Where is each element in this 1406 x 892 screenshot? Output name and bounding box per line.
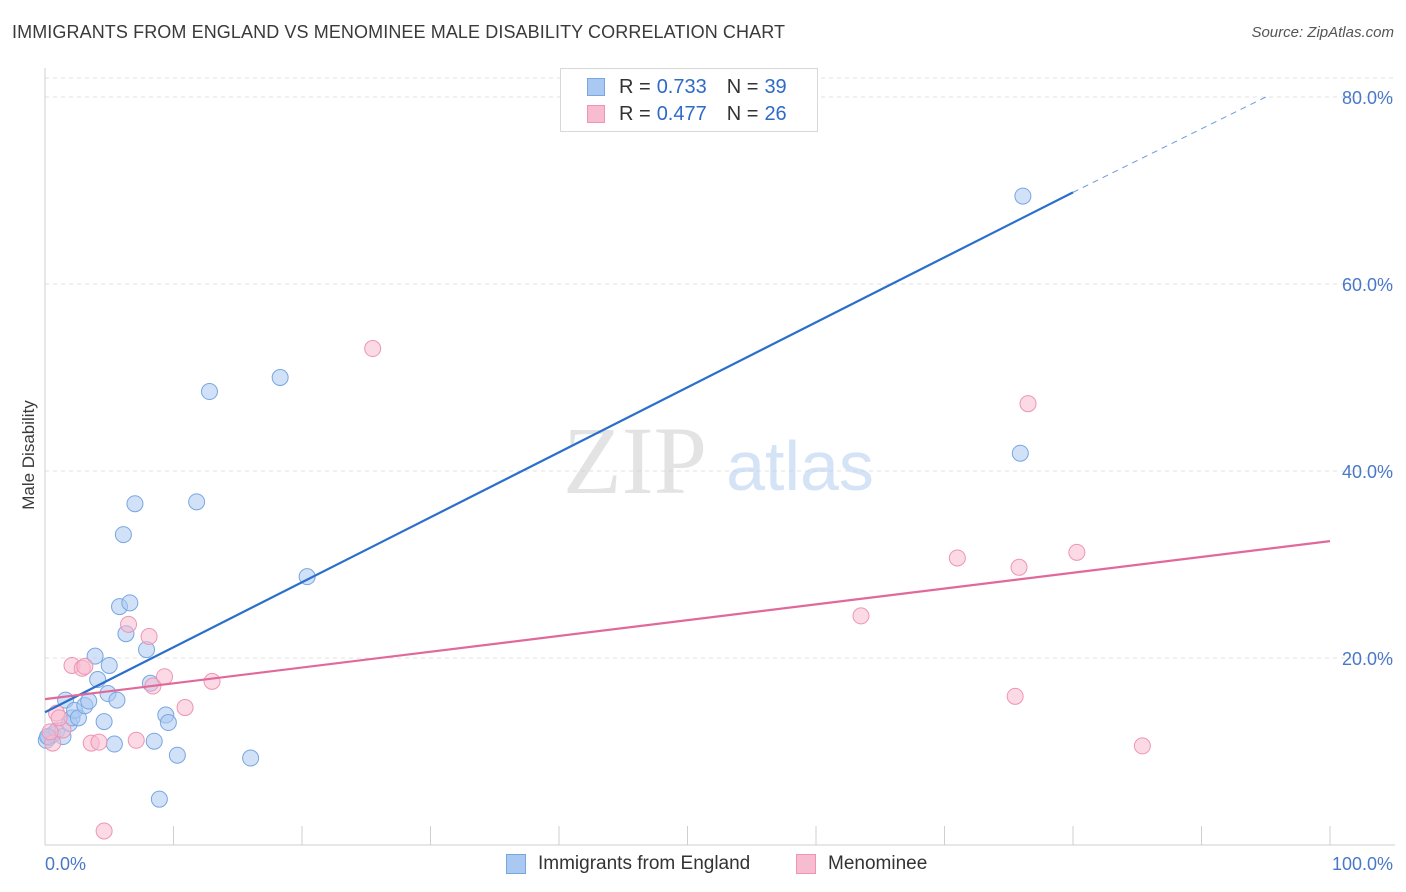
y-tick-label: 20.0% (1342, 649, 1393, 669)
legend-swatch-england (587, 78, 605, 96)
legend-row-menominee: R = 0.477 N = 26 (587, 102, 787, 126)
legend-box: R = 0.733 N = 39 R = 0.477 N = 26 (560, 68, 818, 132)
watermark-atlas: atlas (726, 427, 874, 505)
y-axis-label: Male Disability (19, 400, 38, 510)
y-tick-labels: 20.0% 40.0% 60.0% 80.0% (1342, 88, 1393, 669)
y-tick-label: 80.0% (1342, 88, 1393, 108)
point-menominee (948, 549, 966, 567)
point-england (188, 493, 206, 511)
legend-r-value-england: 0.733 (656, 75, 707, 98)
legend-n-label: N = (726, 75, 759, 98)
point-menominee (50, 709, 68, 727)
point-england (86, 647, 104, 665)
point-menominee (95, 822, 113, 840)
point-england (121, 594, 139, 612)
bottom-legend-label-england: Immigrants from England (538, 853, 751, 874)
point-menominee (140, 627, 158, 645)
point-menominee (364, 340, 382, 358)
point-menominee (127, 731, 145, 749)
legend-n-value-england: 39 (764, 75, 787, 98)
x-tick-label-min: 0.0% (45, 854, 86, 874)
point-menominee (156, 668, 174, 686)
legend-swatch-menominee (587, 105, 605, 123)
legend-r-label: R = (619, 102, 651, 125)
trendline-layer (44, 96, 1331, 714)
legend-row-england: R = 0.733 N = 39 (587, 75, 787, 99)
point-england (271, 369, 289, 386)
point-england (105, 735, 123, 753)
points-layer (37, 187, 1151, 840)
point-england (95, 713, 113, 731)
axes-layer (44, 68, 1395, 846)
y-tick-label: 60.0% (1342, 275, 1393, 295)
watermark-zip: ZIP (563, 407, 707, 514)
point-menominee (76, 657, 94, 675)
point-england (242, 749, 260, 767)
trendline-england (44, 191, 1074, 714)
legend-n-label: N = (726, 102, 759, 125)
point-menominee (203, 672, 221, 690)
point-menominee (1006, 687, 1024, 705)
point-england (150, 790, 168, 808)
point-england (159, 714, 177, 732)
point-menominee (120, 615, 138, 633)
bottom-legend-swatch-menominee (796, 854, 816, 874)
point-menominee (852, 607, 870, 625)
bottom-legend-england: Immigrants from England (506, 852, 750, 876)
point-menominee (176, 699, 194, 717)
source-label: Source: ZipAtlas.com (1251, 24, 1394, 41)
trendline-england-extension (1072, 96, 1266, 193)
grid-layer (45, 77, 1395, 659)
legend-r-label: R = (619, 75, 651, 98)
point-menominee (41, 723, 59, 741)
point-england (200, 383, 218, 401)
point-england (108, 691, 126, 709)
point-menominee (1133, 737, 1151, 755)
point-england (1011, 444, 1029, 462)
point-england (168, 746, 186, 764)
point-menominee (1019, 395, 1037, 413)
point-menominee (1010, 558, 1028, 576)
point-menominee (90, 733, 108, 751)
chart-title: IMMIGRANTS FROM ENGLAND VS MENOMINEE MAL… (12, 22, 786, 42)
legend-n-value-menominee: 26 (764, 102, 787, 125)
point-england (126, 495, 144, 513)
point-england (100, 656, 118, 674)
legend-r-value-menominee: 0.477 (656, 102, 707, 125)
x-tick-labels: 0.0% 100.0% (45, 854, 1393, 874)
trendline-menominee (44, 540, 1331, 701)
y-tick-label: 40.0% (1342, 462, 1393, 482)
bottom-legend-label-menominee: Menominee (828, 853, 928, 874)
point-england (145, 732, 163, 750)
bottom-legend-swatch-england (506, 854, 526, 874)
point-menominee (1068, 543, 1086, 561)
x-tick-label-max: 100.0% (1332, 854, 1393, 874)
point-england (1014, 187, 1032, 205)
bottom-legend-menominee: Menominee (796, 852, 927, 876)
point-england (114, 526, 132, 544)
watermark-layer: ZIP atlas (563, 407, 874, 514)
